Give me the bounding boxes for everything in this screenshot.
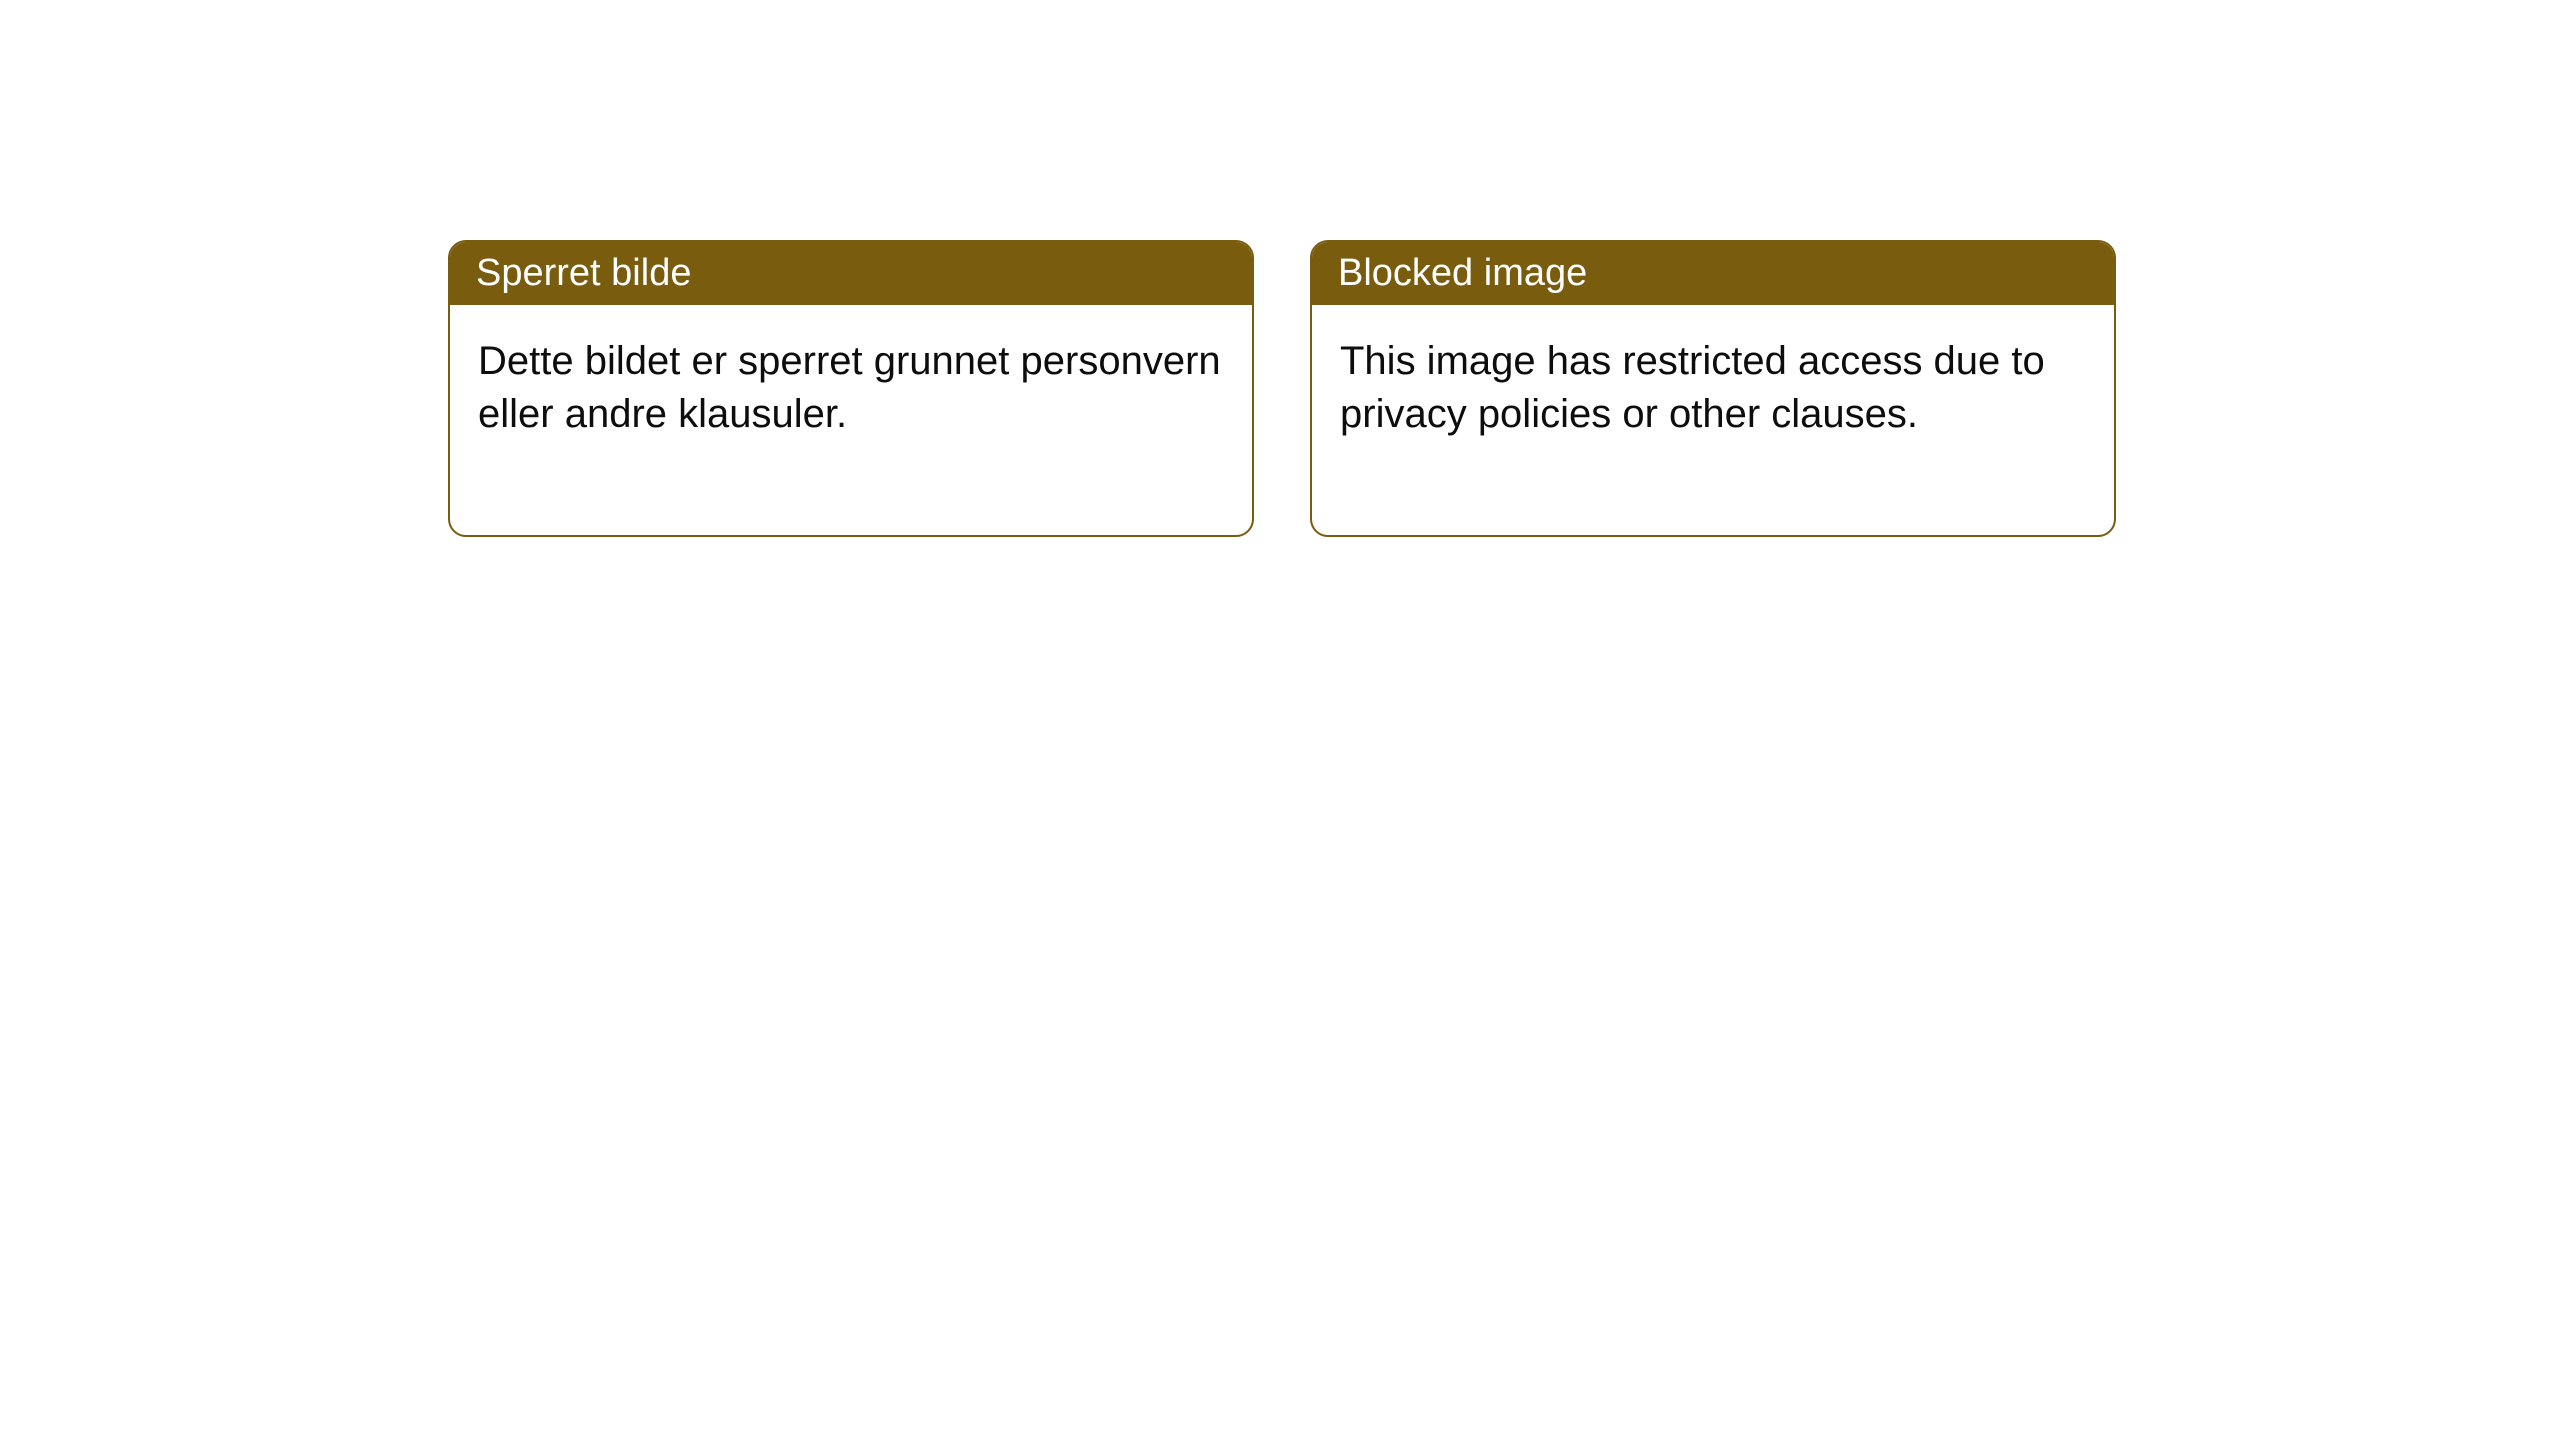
notice-box-norwegian: Sperret bilde Dette bildet er sperret gr… xyxy=(448,240,1254,537)
notice-header-norwegian: Sperret bilde xyxy=(450,242,1252,305)
notice-text-english: This image has restricted access due to … xyxy=(1340,339,2045,436)
notice-title-norwegian: Sperret bilde xyxy=(476,252,691,294)
notice-body-norwegian: Dette bildet er sperret grunnet personve… xyxy=(450,305,1252,535)
notice-container: Sperret bilde Dette bildet er sperret gr… xyxy=(0,0,2560,537)
notice-box-english: Blocked image This image has restricted … xyxy=(1310,240,2116,537)
notice-text-norwegian: Dette bildet er sperret grunnet personve… xyxy=(478,339,1221,436)
notice-header-english: Blocked image xyxy=(1312,242,2114,305)
notice-body-english: This image has restricted access due to … xyxy=(1312,305,2114,535)
notice-title-english: Blocked image xyxy=(1338,252,1587,294)
